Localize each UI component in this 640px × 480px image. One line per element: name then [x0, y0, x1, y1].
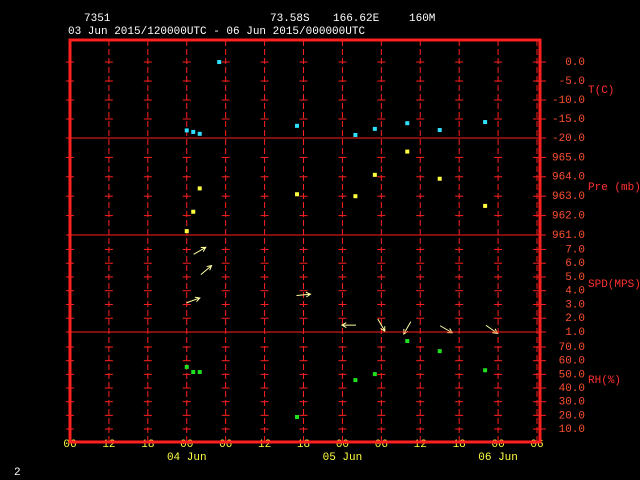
station-id: 7351 [84, 13, 111, 25]
data-point [405, 339, 410, 344]
y-tick-label: 70.0 [559, 342, 585, 354]
data-point [184, 128, 189, 133]
data-point [483, 203, 488, 208]
data-point [372, 372, 377, 377]
wind-arrow [377, 318, 386, 333]
data-point [437, 176, 442, 181]
data-point [372, 172, 377, 177]
longitude: 166.62E [333, 13, 380, 25]
y-tick-label: 962.0 [552, 211, 585, 223]
panel-label: T(C) [588, 85, 614, 97]
y-tick-label: 60.0 [559, 356, 585, 368]
y-tick-label: -15.0 [552, 114, 585, 126]
y-tick-label: 965.0 [552, 152, 585, 164]
data-point [353, 378, 358, 383]
page-number: 2 [14, 467, 21, 479]
data-point [353, 194, 358, 199]
wind-arrow [193, 246, 207, 255]
wind-arrow [296, 291, 312, 298]
y-tick-label: 2.0 [565, 313, 585, 325]
y-tick-label: 963.0 [552, 191, 585, 203]
data-point [405, 121, 410, 126]
data-point [295, 192, 300, 197]
data-point [197, 370, 202, 375]
data-point [184, 364, 189, 369]
y-tick-label: 1.0 [565, 327, 585, 339]
y-tick-label: 10.0 [559, 424, 585, 436]
y-tick-label: 4.0 [565, 286, 585, 298]
y-tick-label: -5.0 [559, 76, 585, 88]
y-tick-label: 6.0 [565, 258, 585, 270]
y-tick-label: 961.0 [552, 230, 585, 242]
data-point [295, 123, 300, 128]
data-point [191, 129, 196, 134]
y-tick-label: 5.0 [565, 272, 585, 284]
elevation: 160M [409, 13, 435, 25]
data-point [405, 149, 410, 154]
data-point [197, 186, 202, 191]
date-label: 05 Jun [323, 452, 363, 464]
data-point [197, 131, 202, 136]
data-point [295, 414, 300, 419]
wind-arrow [340, 322, 356, 328]
data-point [372, 126, 377, 131]
latitude: 73.58S [270, 13, 310, 25]
y-tick-label: 0.0 [565, 57, 585, 69]
y-tick-label: 40.0 [559, 383, 585, 395]
y-tick-label: 964.0 [552, 172, 585, 184]
data-point [483, 120, 488, 125]
data-point [437, 128, 442, 133]
date-label: 06 Jun [478, 452, 518, 464]
wind-arrow [186, 296, 201, 304]
data-point [191, 209, 196, 214]
data-point [353, 132, 358, 137]
y-tick-label: 30.0 [559, 397, 585, 409]
data-point [184, 229, 189, 234]
panel-label: RH(%) [588, 375, 621, 387]
data-point [437, 349, 442, 354]
data-point [483, 368, 488, 373]
y-tick-label: -10.0 [552, 95, 585, 107]
panel-label: Pre (mb) [588, 182, 640, 194]
data-point [191, 370, 196, 375]
y-tick-label: 20.0 [559, 410, 585, 422]
y-tick-label: -20.0 [552, 133, 585, 145]
y-tick-label: 7.0 [565, 244, 585, 256]
wind-arrow [200, 264, 213, 275]
y-tick-label: 3.0 [565, 299, 585, 311]
date-label: 04 Jun [167, 452, 207, 464]
data-point [217, 60, 222, 65]
plot-frame [68, 38, 542, 444]
y-tick-label: 50.0 [559, 369, 585, 381]
period: 03 Jun 2015/120000UTC - 06 Jun 2015/0000… [68, 26, 365, 38]
panel-label: SPD(MPS) [588, 279, 640, 291]
